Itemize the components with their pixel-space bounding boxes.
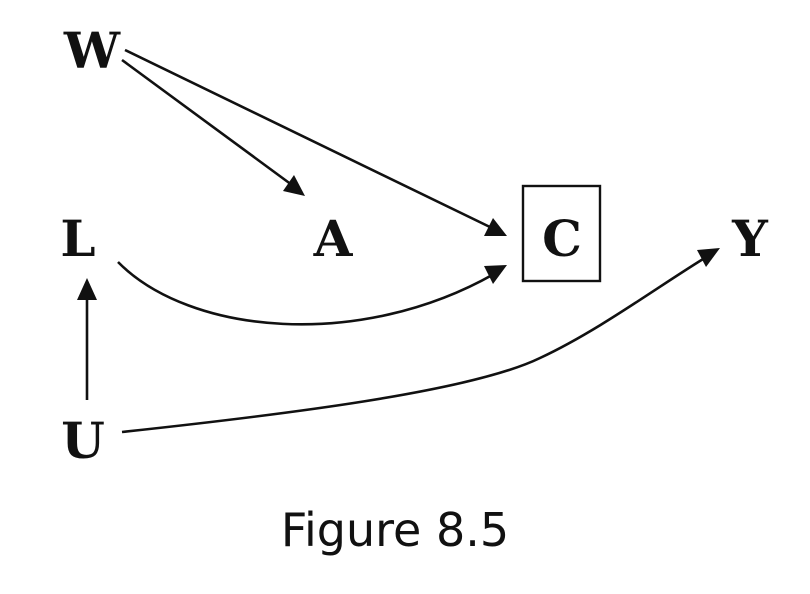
edge-w-to-c — [124, 48, 493, 230]
node-u: U — [61, 411, 105, 470]
arrowhead-u-to-l — [77, 278, 97, 300]
node-w: W — [63, 21, 121, 80]
figure-caption: Figure 8.5 — [281, 503, 509, 557]
node-c: C — [542, 209, 582, 268]
arrowhead-w-to-c — [484, 218, 507, 236]
node-c-box — [521, 184, 602, 283]
edges — [77, 48, 720, 434]
edge-u-to-y — [121, 254, 709, 434]
node-a: A — [313, 209, 354, 268]
nodes: W L A C Y U — [60, 21, 769, 470]
node-l: L — [60, 209, 95, 268]
edge-w-to-a — [121, 58, 293, 187]
edge-l-to-c — [117, 261, 495, 326]
node-y: Y — [731, 209, 769, 268]
arrowhead-l-to-c — [484, 265, 507, 284]
arrowhead-u-to-y — [697, 248, 720, 267]
arrowhead-w-to-a — [283, 175, 305, 196]
